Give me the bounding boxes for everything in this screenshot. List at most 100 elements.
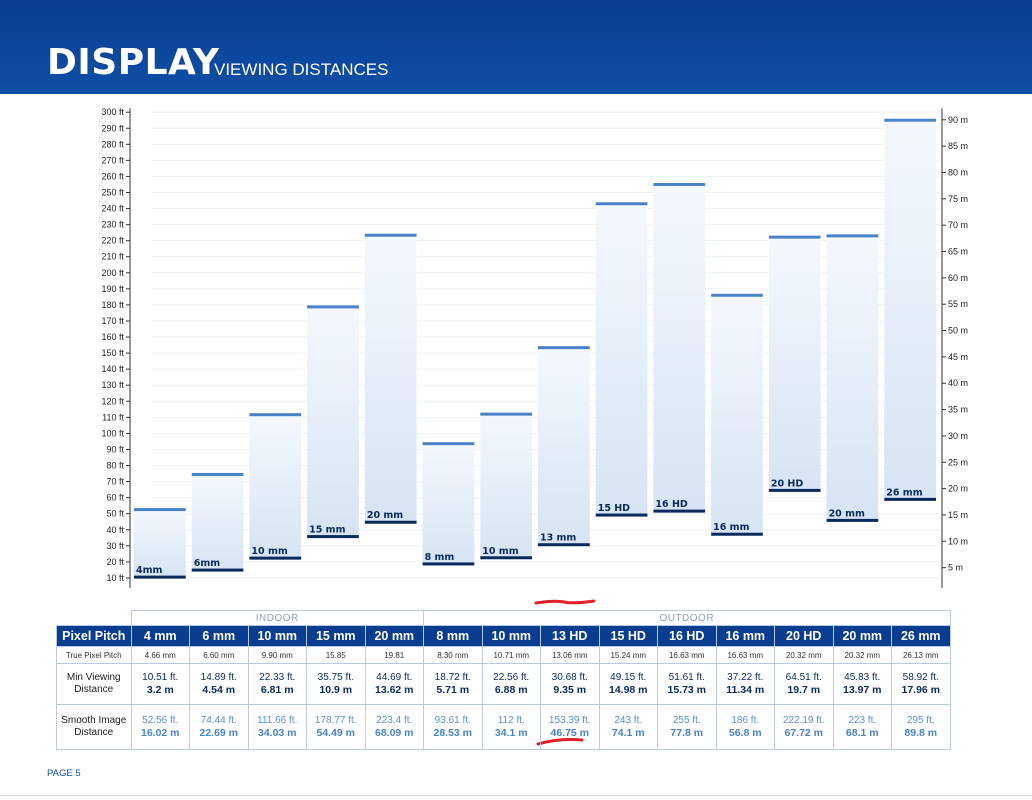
y-tick-label-left: 60 ft <box>106 493 124 503</box>
min-viewing-cell: 45.83 ft. 13.97 m <box>832 663 892 705</box>
y-tick-label-right: 65 m <box>948 247 968 257</box>
y-tick-label-right: 90 m <box>948 115 968 125</box>
y-tick-label-left: 170 ft <box>101 316 124 326</box>
bar-label: 10 mm <box>251 546 287 557</box>
true-pitch-cell: 15.85 <box>306 646 366 664</box>
true-pitch-cell: 13.06 mm <box>540 646 600 664</box>
y-tick-label-right: 70 m <box>948 220 968 230</box>
true-pitch-cell: 15.24 mm <box>598 646 658 664</box>
bar-min-line <box>480 556 532 560</box>
y-tick-label-left: 190 ft <box>101 284 124 294</box>
bar-range <box>364 235 417 523</box>
min-viewing-cell: 14.89 ft. 4.54 m <box>189 663 249 705</box>
pitch-header: 6 mm <box>189 625 249 647</box>
page-title: DISPLAY <box>47 42 220 83</box>
viewing-distance-chart: 10 ft 20 ft 30 ft 40 ft 50 ft 60 ft 70 ft 80 ft… <box>101 107 968 588</box>
y-tick-label-left: 270 ft <box>101 155 124 165</box>
bar-max-line <box>364 233 417 237</box>
min-viewing-cell: 51.61 ft. 15.73 m <box>657 663 717 705</box>
bar-range <box>653 184 706 512</box>
smooth-image-cell: 223 ft. 68.1 m <box>832 704 892 750</box>
bar-range <box>480 414 532 558</box>
y-tick-label-left: 160 ft <box>101 332 124 342</box>
bar-range <box>307 306 359 537</box>
true-pitch-cell: 8.30 mm <box>423 646 483 664</box>
min-viewing-cell: 49.15 ft. 14.98 m <box>598 663 658 705</box>
page-subtitle: VIEWING DISTANCES <box>214 60 389 79</box>
min-viewing-cell: 18.72 ft. 5.71 m <box>423 663 483 705</box>
smooth-image-cell: 111.66 ft. 34.03 m <box>247 704 307 750</box>
pitch-header: 10 mm <box>247 625 307 647</box>
pitch-header: 20 HD <box>774 625 834 647</box>
bar-label: 20 mm <box>829 508 865 519</box>
bar-label: 16 mm <box>713 522 749 533</box>
y-tick-label-left: 120 ft <box>101 396 124 406</box>
smooth-image-cell: 93.61 ft. 28.53 m <box>423 704 483 750</box>
footer-divider <box>0 795 1032 796</box>
bar-range <box>595 203 648 516</box>
bar-label: 20 HD <box>771 478 803 489</box>
pitch-header: 8 mm <box>423 625 483 647</box>
y-tick-label-right: 30 m <box>948 431 968 441</box>
bar-label: 4mm <box>136 565 163 576</box>
y-tick-label-left: 260 ft <box>101 171 124 181</box>
true-pitch-cell: 9.90 mm <box>247 646 307 664</box>
bar-range <box>711 295 763 535</box>
bar-min-line <box>884 497 936 501</box>
y-tick-label-right: 35 m <box>948 405 968 415</box>
true-pitch-cell: 19.81 <box>364 646 424 664</box>
true-pitch-cell: 16.63 mm <box>657 646 717 664</box>
bar-min-line <box>595 513 648 517</box>
y-tick-label-right: 10 m <box>948 536 968 546</box>
pitch-header: 16 mm <box>715 625 775 647</box>
y-tick-label-right: 75 m <box>948 194 968 204</box>
group-outdoor: OUTDOOR <box>423 610 951 626</box>
y-tick-label-left: 300 ft <box>101 107 124 117</box>
y-tick-label-left: 140 ft <box>101 364 124 374</box>
pitch-header: 20 mm <box>832 625 892 647</box>
bar-min-line <box>364 520 417 524</box>
min-viewing-cell: 64.51 ft. 19.7 m <box>774 663 834 705</box>
true-pitch-label: True Pixel Pitch <box>56 646 132 664</box>
bar-min-line <box>422 562 475 566</box>
bar-max-line <box>480 412 532 416</box>
y-tick-label-left: 80 ft <box>106 461 124 471</box>
true-pitch-cell: 10.71 mm <box>481 646 541 664</box>
pitch-header: 13 HD <box>540 625 600 647</box>
smooth-image-cell: 223.4 ft. 68.09 m <box>364 704 424 750</box>
true-pitch-cell: 26.13 mm <box>891 646 951 664</box>
bar-range <box>884 120 936 500</box>
bar-min-line <box>307 535 359 539</box>
min-viewing-cell: 22.56 ft. 6.88 m <box>481 663 541 705</box>
true-pitch-cell: 6.60 mm <box>189 646 249 664</box>
true-pitch-cell: 20.32 mm <box>832 646 892 664</box>
y-tick-label-left: 100 ft <box>101 428 124 438</box>
bar-min-line <box>191 568 244 572</box>
y-tick-label-left: 200 ft <box>101 268 124 278</box>
min-viewing-cell: 35.75 ft. 10.9 m <box>306 663 366 705</box>
bar-range <box>422 443 475 564</box>
bar-range <box>768 237 821 491</box>
bar-min-line <box>768 488 821 492</box>
smooth-image-cell: 178.77 ft. 54.49 m <box>306 704 366 750</box>
bar-max-line <box>653 182 706 186</box>
smooth-image-cell: 153.39 ft. 46.75 m <box>540 704 600 750</box>
smooth-image-cell: 295 ft. 89.8 m <box>891 704 951 750</box>
y-tick-label-left: 70 ft <box>106 477 124 487</box>
min-viewing-cell: 58.92 ft. 17.96 m <box>891 663 951 705</box>
true-pitch-cell: 4.66 mm <box>130 646 190 664</box>
bar-max-line <box>595 202 648 206</box>
y-tick-label-right: 80 m <box>948 167 968 177</box>
bar-max-line <box>191 472 244 476</box>
smooth-image-cell: 186 ft. 56.8 m <box>715 704 775 750</box>
page-header: DISPLAY VIEWING DISTANCES <box>0 0 1032 94</box>
pitch-header: 26 mm <box>891 625 951 647</box>
bar-label: 16 HD <box>655 499 687 510</box>
y-tick-label-left: 180 ft <box>101 300 124 310</box>
pitch-header: 15 HD <box>598 625 658 647</box>
bar-min-line <box>653 509 706 513</box>
bar-range <box>191 474 244 571</box>
bar-max-line <box>884 118 936 122</box>
y-tick-label-left: 290 ft <box>101 123 124 133</box>
y-tick-label-right: 85 m <box>948 141 968 151</box>
